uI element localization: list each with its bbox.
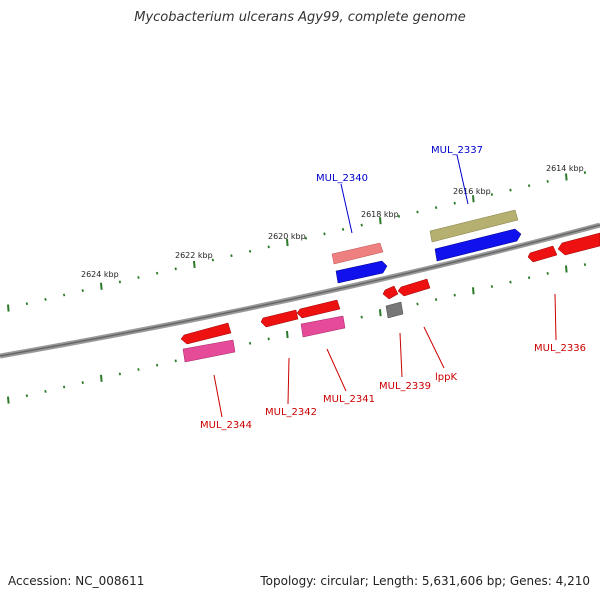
- scale-tick: [81, 381, 84, 385]
- gene-label-mul2340[interactable]: MUL_2340: [316, 173, 368, 184]
- scale-tick: [118, 280, 122, 284]
- scale-tick: [472, 287, 475, 295]
- scale-tick: [137, 368, 140, 371]
- gene-features: [180, 209, 600, 363]
- scale-tick: [472, 195, 475, 203]
- scale-tick: [509, 188, 512, 192]
- scale-tick: [434, 206, 438, 210]
- scale-tick: [100, 374, 103, 382]
- scale-tick: [416, 210, 419, 214]
- scale-tick: [583, 171, 587, 175]
- gene-label-mul2342[interactable]: MUL_2342: [265, 407, 317, 418]
- scale-tick: [62, 385, 66, 389]
- gene-feature-red-2342[interactable]: [260, 309, 299, 328]
- scale-tick: [286, 331, 289, 339]
- scale-tick: [509, 280, 512, 284]
- scale-tick: [44, 389, 47, 393]
- gene-feature-gray[interactable]: [385, 301, 404, 319]
- scale-tick: [453, 201, 456, 205]
- gene-label-mul2341[interactable]: MUL_2341: [323, 394, 375, 405]
- scale-label: 2618 kbp: [361, 210, 399, 219]
- lower-scale-ticks: [7, 263, 587, 404]
- scale-label: 2614 kbp: [546, 164, 584, 173]
- scale-tick: [81, 289, 84, 293]
- gene-label-mul2344[interactable]: MUL_2344: [200, 420, 252, 431]
- scale-tick: [7, 304, 10, 312]
- scale-tick: [155, 271, 159, 275]
- topology-stats-text: Topology: circular; Length: 5,631,606 bp…: [260, 574, 590, 588]
- scale-tick: [100, 282, 103, 290]
- scale-tick: [248, 249, 252, 253]
- scale-tick: [379, 217, 382, 225]
- scale-tick: [546, 179, 549, 183]
- scale-tick: [267, 245, 270, 249]
- scale-tick: [565, 265, 568, 273]
- gene-feature-red-lppk[interactable]: [397, 278, 431, 297]
- scale-tick: [174, 359, 177, 363]
- scale-tick: [527, 276, 531, 280]
- gene-feature-blue[interactable]: [335, 260, 388, 284]
- gene-feature-red-2341[interactable]: [296, 299, 341, 319]
- scale-tick: [286, 239, 289, 247]
- gene-feature-red-right[interactable]: [557, 232, 600, 256]
- scale-tick: [323, 232, 326, 236]
- scale-tick: [565, 173, 568, 181]
- scale-tick: [379, 309, 382, 317]
- scale-tick: [546, 271, 549, 275]
- scale-tick: [527, 184, 531, 188]
- gene-feature-olive[interactable]: [429, 209, 519, 243]
- scale-labels: 2624 kbp 2622 kbp 2620 kbp 2618 kbp 2616…: [81, 164, 584, 279]
- scale-label: 2624 kbp: [81, 270, 119, 279]
- scale-tick: [7, 396, 10, 404]
- scale-tick: [453, 293, 456, 297]
- scale-label: 2620 kbp: [268, 232, 306, 241]
- gene-leader-lines: [213, 154, 557, 418]
- genome-backbone: [0, 222, 600, 359]
- scale-tick: [583, 263, 587, 267]
- scale-tick: [118, 372, 122, 376]
- scale-tick: [211, 258, 215, 262]
- scale-tick: [193, 260, 196, 268]
- gene-label-mul2339[interactable]: MUL_2339: [379, 381, 431, 392]
- gene-label-mul2337[interactable]: MUL_2337: [431, 145, 483, 156]
- scale-tick: [434, 298, 438, 302]
- scale-tick: [341, 227, 345, 231]
- upper-scale-ticks: [7, 171, 587, 312]
- scale-tick: [174, 267, 177, 271]
- scale-tick: [397, 214, 401, 218]
- gene-feature-pink-2344[interactable]: [182, 339, 236, 363]
- scale-tick: [137, 276, 140, 279]
- scale-tick: [490, 193, 494, 196]
- scale-tick: [62, 293, 66, 297]
- scale-tick: [155, 363, 159, 367]
- gene-feature-red-small[interactable]: [382, 285, 399, 300]
- gene-label-mul2336[interactable]: MUL_2336: [534, 343, 586, 354]
- scale-label: 2622 kbp: [175, 251, 213, 260]
- accession-text: Accession: NC_008611: [8, 574, 145, 588]
- scale-tick: [44, 297, 47, 301]
- scale-tick: [490, 285, 494, 288]
- gene-labels: MUL_2340 MUL_2337 MUL_2336 MUL_2344 MUL_…: [200, 145, 586, 431]
- scale-tick: [416, 302, 419, 306]
- gene-feature-pink-2341[interactable]: [300, 315, 346, 338]
- scale-tick: [25, 394, 29, 398]
- scale-tick: [230, 254, 233, 258]
- scale-label: 2616 kbp: [453, 187, 491, 196]
- map-title: Mycobacterium ulcerans Agy99, complete g…: [134, 10, 466, 25]
- gene-feature-blue-2[interactable]: [434, 228, 522, 262]
- scale-tick: [360, 223, 363, 227]
- scale-tick: [360, 315, 363, 319]
- gene-feature-salmon[interactable]: [331, 242, 384, 265]
- scale-tick: [248, 341, 252, 345]
- scale-tick: [304, 236, 308, 240]
- scale-tick: [25, 302, 29, 306]
- gene-label-lppk[interactable]: lppK: [435, 372, 457, 383]
- gene-feature-red-2336[interactable]: [527, 245, 558, 263]
- gene-feature-red-2344[interactable]: [180, 322, 232, 345]
- scale-tick: [267, 337, 270, 341]
